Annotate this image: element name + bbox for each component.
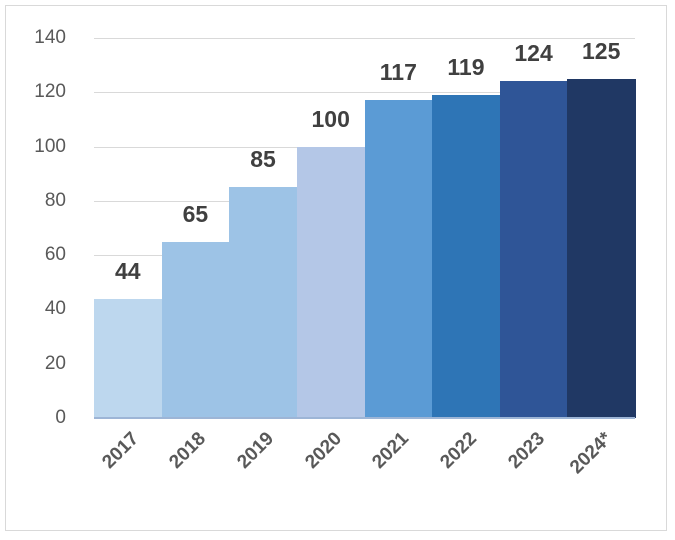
bar-2024-estimate <box>567 78 636 418</box>
gridline <box>94 92 635 94</box>
gridline <box>94 38 635 39</box>
y-axis-tick-label: 40 <box>44 298 66 320</box>
bar-2020 <box>296 146 366 418</box>
bar-2023 <box>499 81 568 418</box>
data-label: 44 <box>115 257 141 284</box>
data-label: 119 <box>447 54 485 80</box>
plot-area <box>94 38 636 419</box>
y-axis-tick-label: 0 <box>55 407 66 428</box>
bar-2017 <box>94 298 163 418</box>
bar-2022 <box>432 95 501 418</box>
data-label: 65 <box>182 200 209 227</box>
data-label: 125 <box>582 37 621 64</box>
bar-2019 <box>229 187 298 418</box>
y-axis-tick-label: 80 <box>44 189 66 211</box>
y-axis-tick-label: 20 <box>44 352 66 374</box>
bar-2021 <box>364 100 433 418</box>
x-axis-line <box>94 417 635 419</box>
y-axis-tick-label: 100 <box>34 135 66 157</box>
y-axis-tick-label: 60 <box>44 244 66 266</box>
bar-2018 <box>161 241 230 418</box>
data-label: 124 <box>514 40 553 67</box>
data-label: 100 <box>311 105 350 132</box>
y-axis-tick-label: 120 <box>34 81 66 103</box>
y-axis-tick-label: 140 <box>34 27 66 48</box>
data-label: 117 <box>379 59 417 86</box>
data-label: 85 <box>250 146 276 173</box>
